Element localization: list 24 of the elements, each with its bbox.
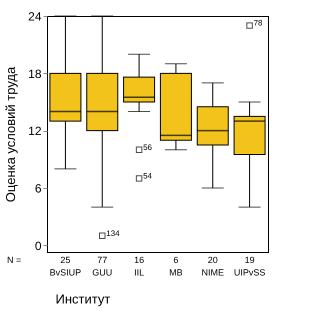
y-tick-label: 24 (28, 10, 42, 24)
annotation: 54 (143, 171, 153, 180)
text: 25 (60, 255, 70, 265)
y-axis-title: Оценка условий труда (3, 66, 18, 202)
y-tick-label: 12 (28, 124, 42, 138)
text: 20 (208, 255, 218, 265)
y-tick-label: 18 (28, 66, 42, 81)
x-tick-label: BvSIUP (50, 268, 82, 278)
text: 6 (173, 255, 178, 265)
text: N = (7, 255, 22, 265)
y-tick-label: 0 (34, 238, 42, 253)
annotation: 134 (106, 228, 120, 238)
x-tick-label: NIME (202, 268, 224, 278)
x-tick-label: UIPvSS (234, 268, 266, 278)
text: 77 (97, 255, 108, 265)
x-axis-title: Институт (56, 292, 110, 306)
x-tick-label: MB (169, 268, 183, 278)
text: 19 (244, 255, 255, 265)
text: 16 (134, 255, 144, 265)
x-tick-label: GUU (92, 268, 112, 278)
annotation: 78 (254, 18, 264, 28)
x-tick-label: IIL (134, 268, 144, 278)
annotation: 56 (143, 142, 153, 152)
y-tick-label: 6 (34, 181, 42, 196)
